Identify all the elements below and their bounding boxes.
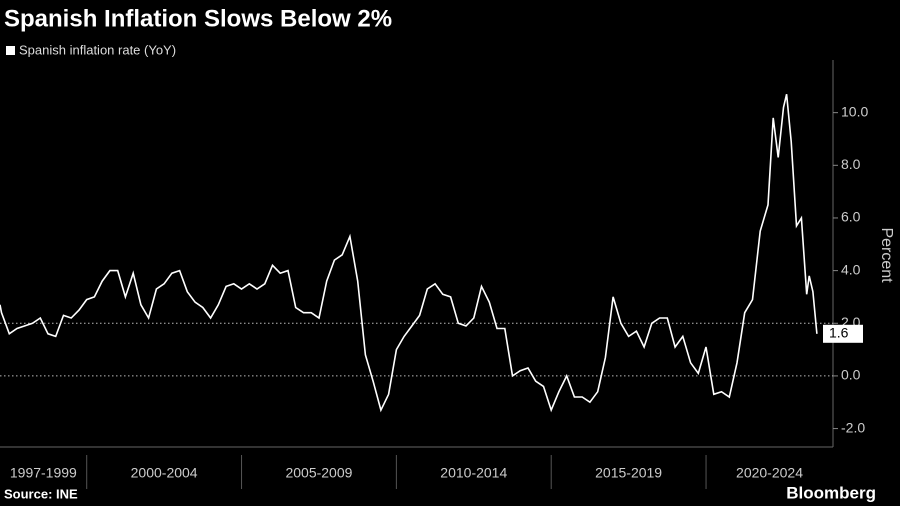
legend-label: Spanish inflation rate (YoY) bbox=[19, 42, 176, 57]
y-tick-label: 8.0 bbox=[841, 156, 861, 172]
brand: Bloomberg bbox=[786, 483, 876, 502]
source: Source: INE bbox=[4, 486, 78, 501]
value-label-box bbox=[823, 324, 863, 343]
y-tick-label: 0.0 bbox=[841, 367, 861, 383]
x-period-label: 2015-2019 bbox=[595, 465, 662, 481]
value-label: 1.6 bbox=[829, 324, 849, 340]
x-period-label: 2000-2004 bbox=[131, 465, 198, 481]
y-tick-label: -2.0 bbox=[841, 419, 865, 435]
y-tick-label: 10.0 bbox=[841, 103, 868, 119]
series-line bbox=[0, 94, 818, 413]
x-period-label: 1997-1999 bbox=[10, 465, 77, 481]
chart-title: Spanish Inflation Slows Below 2% bbox=[4, 5, 392, 32]
legend-swatch bbox=[6, 46, 15, 55]
y-tick-label: 4.0 bbox=[841, 261, 861, 277]
x-period-label: 2020-2024 bbox=[736, 465, 803, 481]
y-tick-label: 6.0 bbox=[841, 209, 861, 225]
x-period-label: 2005-2009 bbox=[285, 465, 352, 481]
y-axis-label: Percent bbox=[878, 227, 895, 283]
x-period-label: 2010-2014 bbox=[440, 465, 507, 481]
